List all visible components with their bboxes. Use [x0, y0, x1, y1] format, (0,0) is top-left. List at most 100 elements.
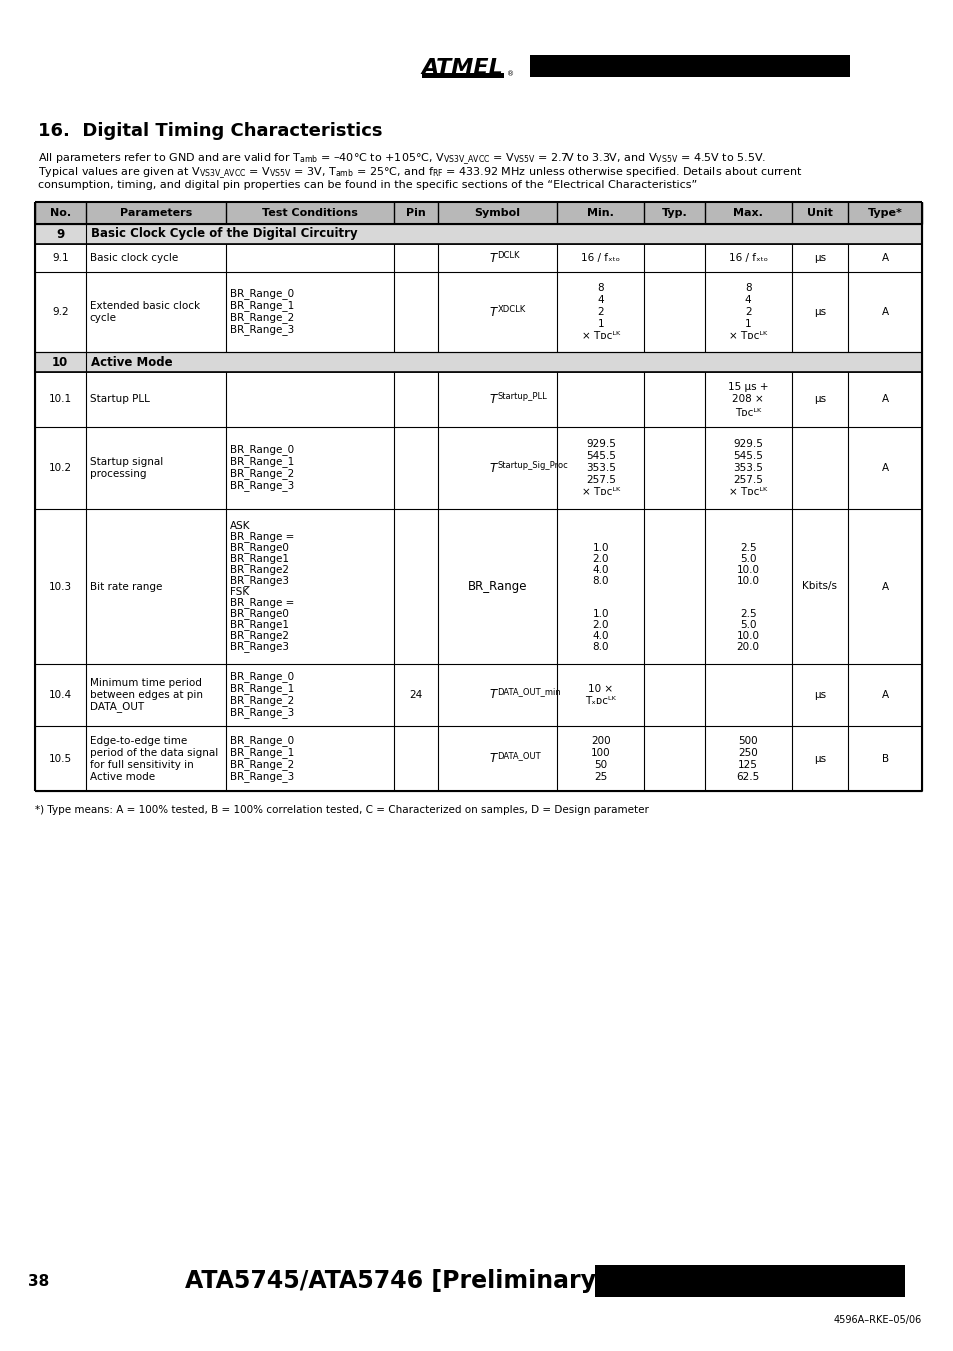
Text: 929.5: 929.5 — [585, 439, 616, 449]
Text: FSK: FSK — [230, 586, 249, 597]
Text: 929.5: 929.5 — [733, 439, 762, 449]
Text: 10.0: 10.0 — [736, 576, 759, 586]
Bar — [530, 55, 849, 77]
Text: Typ.: Typ. — [661, 208, 687, 218]
Text: × Tᴅᴄᴸᴷ: × Tᴅᴄᴸᴷ — [728, 486, 766, 497]
Text: Min.: Min. — [587, 208, 614, 218]
Bar — [35, 353, 921, 372]
Text: ®: ® — [506, 72, 514, 77]
Text: consumption, timing, and digital pin properties can be found in the specific sec: consumption, timing, and digital pin pro… — [38, 180, 697, 190]
Text: BR_Range_1: BR_Range_1 — [230, 684, 294, 694]
Text: BR_Range1: BR_Range1 — [230, 554, 289, 565]
Text: ATA5745/ATA5746 [Preliminary]: ATA5745/ATA5746 [Preliminary] — [185, 1269, 606, 1293]
Text: Bit rate range: Bit rate range — [90, 581, 162, 592]
Text: A: A — [881, 307, 888, 317]
Text: period of the data signal: period of the data signal — [90, 747, 217, 758]
Text: 15 μs +: 15 μs + — [727, 381, 767, 392]
Text: BR_Range_0: BR_Range_0 — [230, 735, 294, 746]
Text: Kbits/s: Kbits/s — [801, 581, 837, 592]
Text: Parameters: Parameters — [119, 208, 192, 218]
Text: 8.0: 8.0 — [592, 642, 609, 653]
Text: 353.5: 353.5 — [585, 463, 616, 473]
Text: 10.1: 10.1 — [49, 394, 71, 404]
Text: 16.  Digital Timing Characteristics: 16. Digital Timing Characteristics — [38, 122, 382, 141]
Text: 545.5: 545.5 — [733, 451, 762, 461]
Text: 8: 8 — [597, 282, 603, 293]
Text: BR_Range_2: BR_Range_2 — [230, 469, 294, 480]
Text: BR_Range_2: BR_Range_2 — [230, 759, 294, 770]
Text: 250: 250 — [738, 747, 758, 758]
Text: 10.5: 10.5 — [49, 754, 71, 763]
Text: Unit: Unit — [806, 208, 832, 218]
Text: T: T — [489, 689, 497, 701]
Text: ATMEL: ATMEL — [420, 58, 502, 78]
Text: BR_Range_3: BR_Range_3 — [230, 481, 294, 492]
Text: 125: 125 — [738, 759, 758, 770]
Text: Tᴅᴄᴸᴷ: Tᴅᴄᴸᴷ — [734, 408, 760, 417]
Text: 4: 4 — [597, 295, 603, 305]
Text: All parameters refer to GND and are valid for T$_{\mathregular{amb}}$ = –40°C to: All parameters refer to GND and are vali… — [38, 153, 765, 168]
Text: 2.5: 2.5 — [740, 609, 756, 619]
Text: 200: 200 — [591, 735, 610, 746]
Text: 10: 10 — [52, 355, 69, 369]
Text: BR_Range_2: BR_Range_2 — [230, 312, 294, 323]
Text: A: A — [881, 690, 888, 700]
Text: 100: 100 — [591, 747, 610, 758]
Text: μs: μs — [813, 307, 825, 317]
Text: No.: No. — [50, 208, 71, 218]
Text: Type*: Type* — [867, 208, 902, 218]
Bar — [35, 203, 921, 224]
Text: 25: 25 — [594, 771, 607, 781]
Text: 8: 8 — [744, 282, 751, 293]
Text: Tₓᴅᴄᴸᴷ: Tₓᴅᴄᴸᴷ — [585, 696, 616, 707]
Text: Pin: Pin — [406, 208, 425, 218]
Text: 9: 9 — [56, 227, 65, 240]
Text: μs: μs — [813, 754, 825, 763]
Bar — [35, 245, 921, 272]
Text: × Tᴅᴄᴸᴷ: × Tᴅᴄᴸᴷ — [728, 331, 766, 340]
Text: Active Mode: Active Mode — [91, 355, 172, 369]
Text: 208 ×: 208 × — [732, 394, 763, 404]
Text: 24: 24 — [409, 690, 422, 700]
Text: 10.0: 10.0 — [736, 565, 759, 576]
Text: 2.0: 2.0 — [592, 554, 609, 563]
Text: cycle: cycle — [90, 313, 116, 323]
Text: 257.5: 257.5 — [733, 476, 762, 485]
Text: BR_Range_0: BR_Range_0 — [230, 289, 294, 300]
Text: BR_Range_3: BR_Range_3 — [230, 324, 294, 335]
Text: 20.0: 20.0 — [736, 642, 759, 653]
Text: × Tᴅᴄᴸᴷ: × Tᴅᴄᴸᴷ — [581, 331, 619, 340]
Text: 2.5: 2.5 — [740, 543, 756, 553]
Text: 10.3: 10.3 — [49, 581, 71, 592]
Text: Test Conditions: Test Conditions — [262, 208, 357, 218]
Text: BR_Range0: BR_Range0 — [230, 543, 288, 554]
Text: 10 ×: 10 × — [588, 684, 613, 694]
Text: DATA_OUT: DATA_OUT — [497, 751, 540, 761]
Text: Typical values are given at V$_{\mathregular{VS3V\_AVCC}}$ = V$_{\mathregular{VS: Typical values are given at V$_{\mathreg… — [38, 166, 801, 181]
Text: 4.0: 4.0 — [592, 631, 609, 640]
Text: 2.0: 2.0 — [592, 620, 609, 630]
Text: BR_Range =: BR_Range = — [230, 597, 294, 608]
Bar — [35, 224, 921, 245]
Text: ASK: ASK — [230, 521, 250, 531]
Text: T: T — [489, 393, 497, 407]
Text: 353.5: 353.5 — [733, 463, 762, 473]
Text: BR_Range3: BR_Range3 — [230, 576, 289, 586]
Text: Startup_Sig_Proc: Startup_Sig_Proc — [497, 461, 568, 470]
Text: BR_Range0: BR_Range0 — [230, 608, 288, 620]
Text: 62.5: 62.5 — [736, 771, 759, 781]
Text: μs: μs — [813, 253, 825, 263]
Text: T: T — [489, 305, 497, 319]
Text: BR_Range_1: BR_Range_1 — [230, 747, 294, 758]
Text: 38: 38 — [28, 1274, 50, 1289]
Text: 16 / fₓₜₒ: 16 / fₓₜₒ — [580, 253, 619, 263]
Text: *) Type means: A = 100% tested, B = 100% correlation tested, C = Characterized o: *) Type means: A = 100% tested, B = 100%… — [35, 805, 648, 815]
Text: BR_Range_3: BR_Range_3 — [230, 708, 294, 719]
Text: BR_Range_0: BR_Range_0 — [230, 671, 294, 682]
Text: 4.0: 4.0 — [592, 565, 609, 576]
Text: Active mode: Active mode — [90, 771, 154, 781]
Text: Minimum time period: Minimum time period — [90, 678, 201, 688]
Text: BR_Range =: BR_Range = — [230, 531, 294, 543]
Text: μs: μs — [813, 394, 825, 404]
Text: 9.2: 9.2 — [51, 307, 69, 317]
